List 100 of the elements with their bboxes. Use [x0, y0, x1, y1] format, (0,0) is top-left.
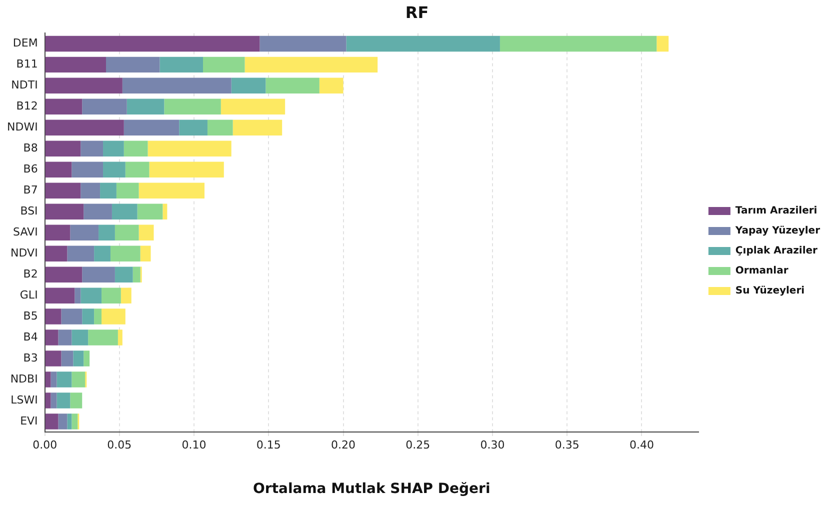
bar — [207, 120, 233, 136]
bar — [125, 162, 150, 178]
bar — [67, 414, 72, 430]
x-axis-title: Ortalama Mutlak SHAP Değeri — [253, 481, 490, 498]
y-tick-label: GLI — [20, 288, 38, 302]
y-tick-label: NDBI — [10, 372, 38, 386]
bar — [112, 204, 138, 220]
legend-label: Tarım Arazileri — [735, 206, 818, 217]
bar — [106, 56, 160, 73]
bar — [114, 266, 133, 282]
y-tick-label: SAVI — [13, 225, 38, 238]
legend-label: Yapay Yüzeyler — [734, 226, 820, 237]
bar — [260, 36, 346, 52]
bar — [45, 308, 62, 324]
bar — [45, 36, 260, 52]
bar — [138, 182, 204, 198]
bar — [72, 162, 104, 178]
x-tick-label: 0.35 — [554, 438, 580, 452]
x-tick-label: 0.15 — [256, 438, 281, 452]
bar — [120, 288, 132, 304]
bar — [220, 98, 286, 115]
bar — [232, 120, 282, 136]
x-tick-label: 0.05 — [107, 438, 132, 452]
y-tick-label: DEM — [12, 36, 38, 50]
y-tick-label: B12 — [16, 100, 38, 113]
y-tick-label: BSI — [20, 204, 38, 218]
bar — [500, 36, 657, 52]
bar — [94, 246, 110, 262]
bar — [72, 330, 88, 346]
x-tick-label: 0.25 — [406, 438, 430, 452]
bar — [70, 392, 82, 408]
bar — [103, 162, 126, 178]
bar — [84, 204, 112, 220]
bar — [656, 36, 669, 52]
bar — [45, 98, 82, 115]
bar — [45, 120, 124, 136]
bar — [45, 78, 122, 94]
y-tick-label: B5 — [23, 309, 38, 322]
chart-title: RF — [405, 2, 429, 22]
y-tick-label: B3 — [23, 351, 38, 364]
bar — [50, 372, 57, 388]
x-tick-label: 0.20 — [331, 438, 356, 452]
bar — [203, 56, 245, 73]
bar — [45, 330, 58, 346]
bar — [56, 392, 70, 408]
bar — [73, 350, 84, 366]
bar — [45, 372, 51, 388]
bar — [94, 308, 102, 324]
bar — [45, 392, 51, 408]
bar — [124, 120, 180, 136]
bar — [70, 224, 99, 240]
bar — [102, 308, 126, 324]
bar — [45, 350, 62, 366]
bar — [116, 182, 139, 198]
bar — [103, 140, 124, 157]
bar — [162, 204, 168, 220]
legend-label: Çıplak Araziler — [735, 246, 818, 257]
bar — [45, 162, 72, 178]
bar — [80, 182, 100, 198]
bar — [132, 266, 140, 282]
bar — [45, 266, 82, 282]
bar — [114, 224, 139, 240]
bar — [244, 56, 378, 73]
bar — [160, 56, 203, 73]
y-tick-label: B6 — [23, 162, 38, 176]
bar — [50, 392, 57, 408]
bar — [45, 204, 84, 220]
bar — [137, 204, 163, 220]
bar — [126, 98, 164, 115]
y-tick-label: EVI — [20, 414, 38, 428]
bar — [149, 162, 224, 178]
bar — [100, 182, 116, 198]
bar — [266, 78, 320, 94]
y-tick-label: B8 — [23, 142, 38, 154]
bar — [45, 414, 58, 430]
bar — [45, 224, 70, 240]
x-tick-label: 0.40 — [629, 438, 654, 452]
bar — [72, 414, 78, 430]
bar — [88, 330, 118, 346]
bar — [124, 140, 148, 157]
bar — [80, 288, 102, 304]
y-tick-label: B7 — [23, 183, 38, 196]
bar — [102, 288, 121, 304]
legend-label: Su Yüzeyleri — [735, 286, 805, 297]
x-tick-label: 0.30 — [480, 438, 505, 452]
bar — [148, 140, 232, 157]
bar — [45, 288, 75, 304]
bar — [231, 78, 266, 94]
bar — [45, 140, 81, 157]
bar — [319, 78, 344, 94]
bar — [164, 98, 221, 115]
bar — [61, 350, 74, 366]
bar — [98, 224, 115, 240]
bar — [58, 330, 72, 346]
x-tick-label: 0.10 — [182, 438, 206, 452]
bar — [56, 372, 72, 388]
y-tick-label: NDVI — [10, 246, 38, 260]
bar — [80, 140, 104, 157]
bar — [72, 372, 86, 388]
bar — [61, 308, 82, 324]
